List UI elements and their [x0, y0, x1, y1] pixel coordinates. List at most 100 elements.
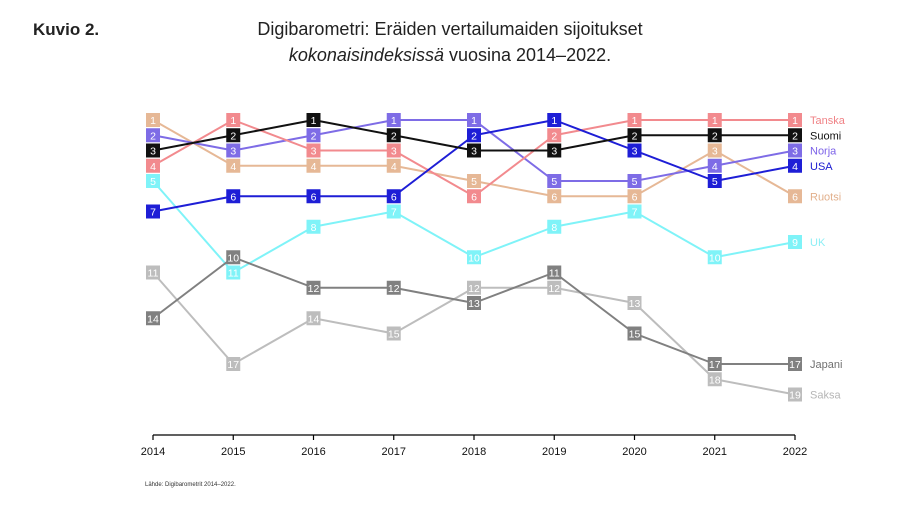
- series-markers-ruotsi: 1 4 4 4 5 6 6 3 6: [146, 113, 802, 204]
- data-label: 4: [792, 161, 798, 173]
- data-label: 13: [468, 298, 480, 310]
- data-point: [226, 265, 241, 280]
- data-point: [707, 158, 722, 173]
- data-point: [226, 250, 241, 265]
- data-point: [226, 158, 241, 173]
- data-point: [788, 143, 802, 158]
- data-label: 15: [388, 329, 400, 341]
- data-point: [547, 128, 562, 143]
- data-point: [146, 174, 160, 188]
- data-point: [146, 128, 160, 143]
- data-label: 2: [311, 130, 317, 142]
- series-label-japani: Japani: [810, 359, 842, 371]
- data-label: 4: [712, 161, 718, 173]
- x-tick-label: 2015: [221, 446, 245, 458]
- series-markers-usa: 7 6 6 6 2 1 3 5 4: [146, 113, 802, 219]
- x-tick-label: 2018: [462, 446, 486, 458]
- title-line-2-rest: vuosina 2014–2022.: [443, 45, 612, 65]
- data-point: [467, 296, 481, 310]
- data-point: [306, 158, 321, 173]
- data-point: [547, 219, 562, 234]
- data-point: [707, 250, 722, 265]
- series-markers-saksa: 11 17 14 15 12 12 13 18 19: [146, 265, 802, 402]
- data-label: 14: [308, 313, 320, 325]
- data-label: 6: [391, 191, 397, 203]
- data-label: 3: [391, 146, 397, 158]
- data-label: 11: [228, 268, 239, 280]
- data-label: 2: [230, 130, 236, 142]
- series-markers-japani: 14 10 12 12 13 11 15 17 17: [146, 250, 802, 371]
- data-point: [386, 326, 401, 341]
- series-label-uk: UK: [810, 237, 826, 249]
- data-label: 3: [551, 146, 557, 158]
- data-label: 2: [150, 130, 156, 142]
- data-point: [386, 113, 401, 127]
- data-point: [146, 158, 160, 173]
- data-point: [467, 280, 481, 295]
- data-point: [306, 219, 321, 234]
- data-point: [146, 311, 160, 326]
- data-point: [467, 113, 481, 127]
- data-label: 2: [712, 130, 718, 142]
- data-label: 3: [150, 146, 156, 158]
- data-point: [547, 174, 562, 188]
- data-label: 3: [471, 146, 477, 158]
- data-point: [547, 113, 562, 127]
- data-label: 2: [792, 130, 798, 142]
- data-point: [788, 128, 802, 143]
- data-point: [627, 326, 642, 341]
- data-label: 12: [388, 283, 400, 295]
- data-point: [627, 189, 642, 204]
- data-label: 1: [150, 115, 156, 127]
- data-point: [226, 128, 241, 143]
- data-label: 4: [150, 161, 156, 173]
- data-point: [788, 387, 802, 402]
- data-point: [306, 128, 321, 143]
- data-label: 11: [549, 268, 560, 280]
- data-label: 17: [227, 359, 239, 371]
- data-point: [627, 174, 642, 188]
- data-point: [226, 113, 241, 127]
- series-label-norja: Norja: [810, 146, 837, 158]
- data-label: 2: [551, 130, 557, 142]
- data-label: 12: [548, 283, 560, 295]
- data-point: [467, 128, 481, 143]
- data-label: 6: [632, 191, 638, 203]
- x-axis: 2014 2015 2016 2017 2018 2019 2020 2021 2022: [141, 434, 807, 458]
- series-label-saksa: Saksa: [810, 390, 841, 402]
- data-point: [707, 357, 722, 371]
- data-label: 5: [150, 176, 156, 188]
- x-tick-label: 2020: [622, 446, 646, 458]
- data-point: [547, 265, 562, 280]
- x-tick-label: 2017: [382, 446, 406, 458]
- series-markers-uk: 5 11 8 7 10 8 7 10 9: [146, 174, 802, 280]
- data-label: 14: [147, 313, 159, 325]
- data-point: [146, 204, 160, 219]
- data-label: 1: [712, 115, 718, 127]
- data-label: 1: [391, 115, 397, 127]
- data-label: 3: [632, 146, 638, 158]
- data-point: [386, 204, 401, 219]
- series-markers-suomi: 3 2 1 2 3 3 2 2 2: [146, 113, 802, 158]
- data-label: 1: [471, 115, 477, 127]
- data-label: 12: [468, 283, 480, 295]
- data-label: 6: [311, 191, 317, 203]
- data-label: 1: [551, 115, 557, 127]
- data-label: 9: [792, 237, 798, 249]
- data-label: 19: [789, 390, 801, 402]
- data-point: [306, 143, 321, 158]
- data-label: 3: [712, 146, 718, 158]
- data-label: 2: [391, 130, 397, 142]
- data-label: 6: [471, 191, 477, 203]
- x-tick-label: 2016: [301, 446, 325, 458]
- data-label: 1: [632, 115, 638, 127]
- data-label: 1: [230, 115, 236, 127]
- data-point: [627, 113, 642, 127]
- data-point: [627, 128, 642, 143]
- series-line-japani: [152, 256, 795, 365]
- data-label: 4: [230, 161, 236, 173]
- data-label: 1: [792, 115, 798, 127]
- x-tick-label: 2014: [141, 446, 165, 458]
- data-point: [467, 174, 481, 188]
- data-label: 17: [789, 359, 801, 371]
